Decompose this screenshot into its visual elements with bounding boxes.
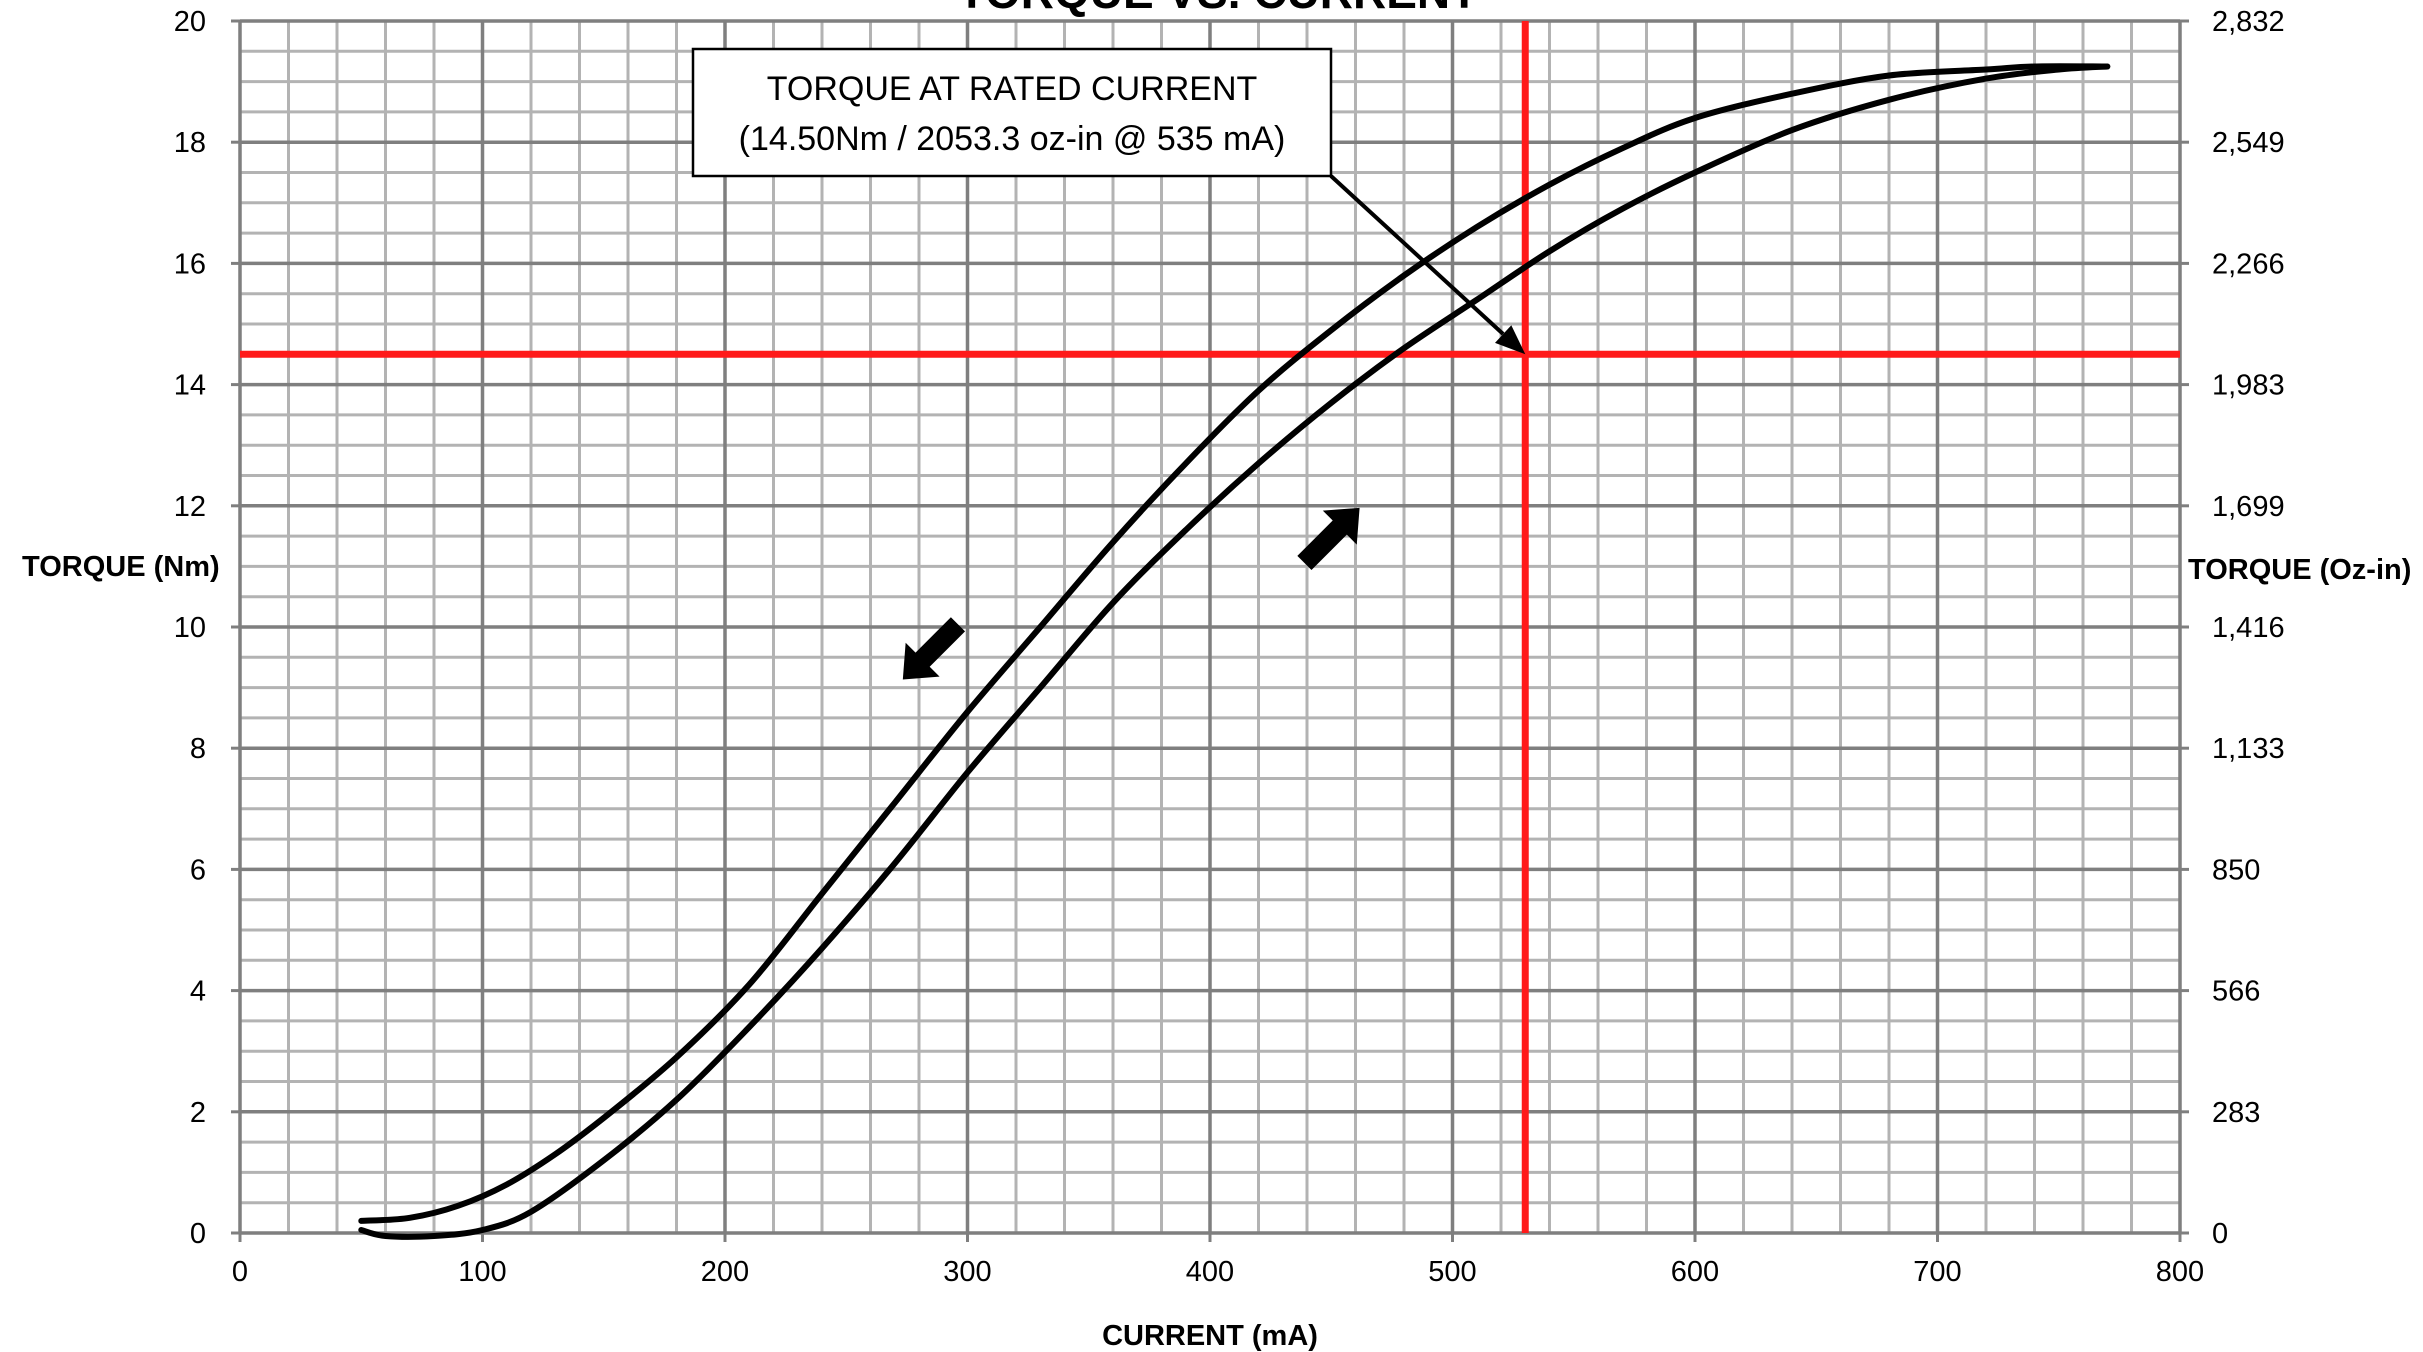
- y-tick-label-right: 283: [2212, 1097, 2260, 1129]
- x-tick-label: 300: [943, 1256, 991, 1288]
- x-tick-label: 400: [1186, 1256, 1234, 1288]
- y-tick-label-right: 1,983: [2212, 370, 2285, 402]
- x-tick-label: 700: [1913, 1256, 1961, 1288]
- y-tick-label-right: 1,133: [2212, 733, 2285, 765]
- annotation-box: [691, 47, 1333, 178]
- y-tick-label-right: 1,699: [2212, 491, 2285, 523]
- arrow-up-right: [1297, 507, 1360, 571]
- y-tick-label-right: 1,416: [2212, 612, 2285, 644]
- y-tick-label-left: 0: [190, 1218, 206, 1250]
- annotation-arrowhead: [1495, 325, 1526, 355]
- annotation-line-1: TORQUE AT RATED CURRENT: [767, 70, 1258, 108]
- y-tick-label-left: 10: [174, 612, 206, 644]
- rated-current-reference-lines: [240, 21, 2180, 1233]
- annotation-leader-line: [1329, 174, 1505, 336]
- x-tick-label: 100: [458, 1256, 506, 1288]
- x-tick-label: 500: [1428, 1256, 1476, 1288]
- y-tick-label-right: 566: [2212, 976, 2260, 1008]
- y-axis-title-right: TORQUE (Oz-in): [2188, 554, 2411, 586]
- annotation-line-2: (14.50Nm / 2053.3 oz-in @ 535 mA): [739, 120, 1286, 158]
- y-tick-label-right: 2,832: [2212, 6, 2285, 38]
- y-tick-label-left: 6: [190, 854, 206, 886]
- y-tick-label-left: 4: [190, 976, 206, 1008]
- x-tick-label: 0: [232, 1256, 248, 1288]
- axes: 0 100 200 300 400 500 600 700 800024681012141618…: [174, 6, 2285, 1288]
- y-axis-title-left: TORQUE (Nm): [22, 551, 220, 583]
- x-tick-label: 600: [1671, 1256, 1719, 1288]
- y-tick-label-left: 2: [190, 1097, 206, 1129]
- rated-current-annotation: TORQUE AT RATED CURRENT (14.50Nm / 2053.…: [691, 47, 1526, 355]
- y-tick-label-left: 12: [174, 491, 206, 523]
- y-tick-label-left: 16: [174, 248, 206, 280]
- y-tick-label-left: 14: [174, 370, 206, 402]
- y-tick-label-left: 8: [190, 733, 206, 765]
- x-tick-label: 200: [701, 1256, 749, 1288]
- direction-arrows: [902, 507, 1360, 680]
- y-tick-label-left: 18: [174, 127, 206, 159]
- chart-title: TORQUE VS. CURRENT: [958, 0, 1479, 18]
- curve-decreasing: [358, 63, 2111, 1224]
- series-layer: [358, 63, 2111, 1240]
- y-tick-label-left: 20: [174, 6, 206, 38]
- arrow-down-left: [902, 617, 966, 680]
- y-tick-label-right: 0: [2212, 1218, 2228, 1250]
- y-tick-label-right: 850: [2212, 854, 2260, 886]
- x-axis-title: CURRENT (mA): [1102, 1320, 1318, 1352]
- curve-increasing: [358, 63, 2111, 1240]
- y-tick-label-right: 2,266: [2212, 248, 2285, 280]
- y-tick-label-right: 2,549: [2212, 127, 2285, 159]
- x-tick-label: 800: [2156, 1256, 2204, 1288]
